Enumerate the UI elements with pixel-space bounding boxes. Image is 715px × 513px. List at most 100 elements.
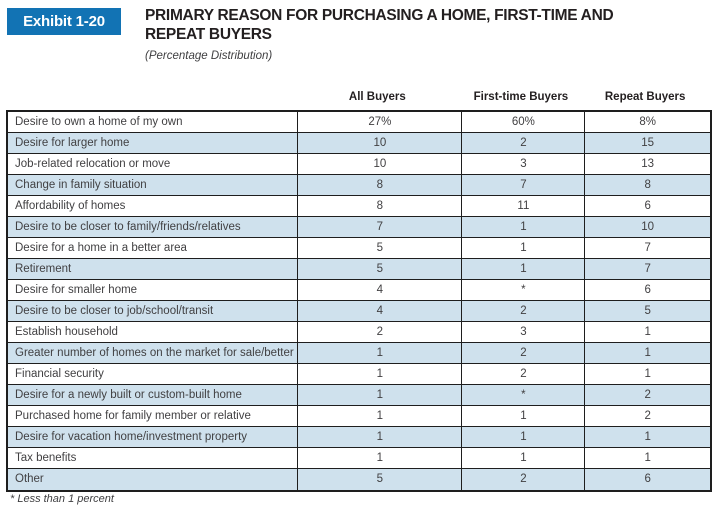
column-header-spacer bbox=[6, 91, 295, 107]
cell-all-buyers: 1 bbox=[297, 406, 461, 426]
cell-first-time-buyers: 60% bbox=[461, 112, 584, 132]
table-row: Affordability of homes 8 11 6 bbox=[8, 196, 710, 217]
reasons-table: Desire to own a home of my own 27% 60% 8% De… bbox=[6, 110, 712, 492]
table-row: Desire to be closer to family/friends/re… bbox=[8, 217, 710, 238]
table-row: Job-related relocation or move 10 3 13 bbox=[8, 154, 710, 175]
table-row: Desire to be closer to job/school/transi… bbox=[8, 301, 710, 322]
table-row: Greater number of homes on the market fo… bbox=[8, 343, 710, 364]
table-row: Change in family situation 8 7 8 bbox=[8, 175, 710, 196]
row-label: Establish household bbox=[15, 326, 118, 338]
cell-repeat-buyers: 2 bbox=[584, 406, 710, 426]
cell-all-buyers: 1 bbox=[297, 448, 461, 468]
cell-first-time-buyers: * bbox=[461, 385, 584, 405]
table-row: Tax benefits 1 1 1 bbox=[8, 448, 710, 469]
cell-all-buyers: 8 bbox=[297, 196, 461, 216]
page-title-line1: PRIMARY REASON FOR PURCHASING A HOME, FI… bbox=[145, 7, 614, 24]
table-row: Other 5 2 6 bbox=[8, 469, 710, 490]
cell-repeat-buyers: 6 bbox=[584, 280, 710, 300]
column-headers: All Buyers First-time Buyers Repeat Buye… bbox=[6, 91, 708, 107]
table-row: Desire to own a home of my own 27% 60% 8% bbox=[8, 112, 710, 133]
row-label: Desire to be closer to family/friends/re… bbox=[15, 221, 241, 233]
cell-first-time-buyers: 2 bbox=[461, 364, 584, 384]
cell-repeat-buyers: 7 bbox=[584, 238, 710, 258]
table-row: Desire for a newly built or custom-built… bbox=[8, 385, 710, 406]
cell-all-buyers: 7 bbox=[297, 217, 461, 237]
footnote: * Less than 1 percent bbox=[10, 493, 114, 505]
cell-repeat-buyers: 5 bbox=[584, 301, 710, 321]
exhibit-badge-label: Exhibit 1-20 bbox=[23, 13, 105, 30]
cell-repeat-buyers: 1 bbox=[584, 364, 710, 384]
cell-repeat-buyers: 8% bbox=[584, 112, 710, 132]
table-row: Establish household 2 3 1 bbox=[8, 322, 710, 343]
cell-first-time-buyers: 2 bbox=[461, 133, 584, 153]
cell-all-buyers: 27% bbox=[297, 112, 461, 132]
cell-repeat-buyers: 1 bbox=[584, 322, 710, 342]
cell-all-buyers: 10 bbox=[297, 133, 461, 153]
column-header-repeat-buyers: Repeat Buyers bbox=[604, 91, 686, 103]
cell-all-buyers: 10 bbox=[297, 154, 461, 174]
cell-all-buyers: 8 bbox=[297, 175, 461, 195]
cell-repeat-buyers: 1 bbox=[584, 427, 710, 447]
cell-first-time-buyers: 2 bbox=[461, 301, 584, 321]
cell-first-time-buyers: 1 bbox=[461, 259, 584, 279]
cell-all-buyers: 1 bbox=[297, 343, 461, 363]
row-label: Greater number of homes on the market fo… bbox=[15, 347, 297, 359]
row-label: Job-related relocation or move bbox=[15, 158, 171, 170]
row-label: Financial security bbox=[15, 368, 104, 380]
cell-repeat-buyers: 7 bbox=[584, 259, 710, 279]
cell-repeat-buyers: 2 bbox=[584, 385, 710, 405]
row-label: Desire for a home in a better area bbox=[15, 242, 187, 254]
column-header-all-buyers: All Buyers bbox=[348, 91, 406, 103]
cell-all-buyers: 1 bbox=[297, 385, 461, 405]
cell-first-time-buyers: 1 bbox=[461, 448, 584, 468]
cell-all-buyers: 1 bbox=[297, 427, 461, 447]
cell-repeat-buyers: 1 bbox=[584, 448, 710, 468]
table-row: Retirement 5 1 7 bbox=[8, 259, 710, 280]
cell-first-time-buyers: 1 bbox=[461, 427, 584, 447]
row-label: Affordability of homes bbox=[15, 200, 126, 212]
cell-repeat-buyers: 6 bbox=[584, 469, 710, 490]
page-subtitle: (Percentage Distribution) bbox=[145, 50, 273, 62]
row-label: Desire to own a home of my own bbox=[15, 116, 183, 128]
table-row: Desire for smaller home 4 * 6 bbox=[8, 280, 710, 301]
cell-first-time-buyers: 7 bbox=[461, 175, 584, 195]
table-row: Purchased home for family member or rela… bbox=[8, 406, 710, 427]
page-title: PRIMARY REASON FOR PURCHASING A HOME, FI… bbox=[145, 6, 705, 44]
cell-first-time-buyers: 1 bbox=[461, 217, 584, 237]
row-label: Other bbox=[15, 473, 44, 485]
cell-all-buyers: 2 bbox=[297, 322, 461, 342]
cell-first-time-buyers: 3 bbox=[461, 322, 584, 342]
table-row: Desire for a home in a better area 5 1 7 bbox=[8, 238, 710, 259]
row-label: Change in family situation bbox=[15, 179, 147, 191]
cell-all-buyers: 1 bbox=[297, 364, 461, 384]
cell-all-buyers: 5 bbox=[297, 238, 461, 258]
cell-first-time-buyers: 3 bbox=[461, 154, 584, 174]
cell-first-time-buyers: 1 bbox=[461, 238, 584, 258]
row-label: Purchased home for family member or rela… bbox=[15, 410, 251, 422]
cell-all-buyers: 5 bbox=[297, 469, 461, 490]
row-label: Desire for vacation home/investment prop… bbox=[15, 431, 248, 443]
cell-all-buyers: 5 bbox=[297, 259, 461, 279]
cell-repeat-buyers: 10 bbox=[584, 217, 710, 237]
table-row: Financial security 1 2 1 bbox=[8, 364, 710, 385]
table-row: Desire for vacation home/investment prop… bbox=[8, 427, 710, 448]
cell-first-time-buyers: * bbox=[461, 280, 584, 300]
cell-repeat-buyers: 15 bbox=[584, 133, 710, 153]
cell-repeat-buyers: 1 bbox=[584, 343, 710, 363]
row-label: Retirement bbox=[15, 263, 72, 275]
cell-first-time-buyers: 2 bbox=[461, 343, 584, 363]
cell-repeat-buyers: 13 bbox=[584, 154, 710, 174]
exhibit-badge: Exhibit 1-20 bbox=[7, 8, 121, 35]
page-title-line2: REPEAT BUYERS bbox=[145, 26, 272, 43]
table-row: Desire for larger home 10 2 15 bbox=[8, 133, 710, 154]
row-label: Desire for smaller home bbox=[15, 284, 138, 296]
cell-repeat-buyers: 8 bbox=[584, 175, 710, 195]
cell-first-time-buyers: 1 bbox=[461, 406, 584, 426]
cell-first-time-buyers: 2 bbox=[461, 469, 584, 490]
cell-first-time-buyers: 11 bbox=[461, 196, 584, 216]
row-label: Desire for larger home bbox=[15, 137, 130, 149]
cell-all-buyers: 4 bbox=[297, 301, 461, 321]
row-label: Desire for a newly built or custom-built… bbox=[15, 389, 242, 401]
row-label: Desire to be closer to job/school/transi… bbox=[15, 305, 214, 317]
